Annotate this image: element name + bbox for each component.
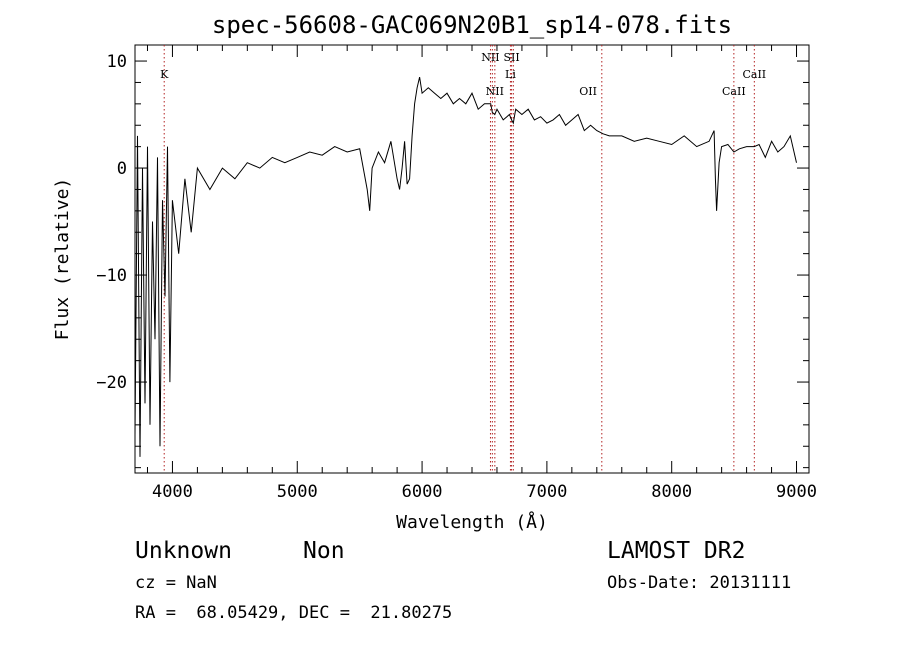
y-tick-label: 10: [107, 52, 127, 72]
survey-name: LAMOST DR2: [607, 538, 746, 564]
line-annotation-label: OII: [579, 85, 597, 98]
y-tick-label: −20: [96, 373, 127, 393]
object-subclass: Non: [303, 538, 345, 564]
x-tick-label: 6000: [402, 482, 443, 502]
x-axis-label: Wavelength (Å): [396, 511, 548, 533]
object-class: Unknown: [135, 538, 232, 564]
line-annotations: K NII NII SII Li OII CaII CaII: [160, 51, 766, 98]
line-annotation-label: SII: [503, 51, 519, 64]
line-annotation-label: CaII: [722, 85, 746, 98]
plot-frame: [134, 44, 810, 474]
x-tick-label: 8000: [651, 482, 692, 502]
x-tick-label: 4000: [152, 482, 193, 502]
y-tick-label: 0: [117, 159, 127, 179]
obs-date: Obs-Date: 20131111: [607, 573, 792, 593]
y-axis: 10 0 −10 −20: [96, 52, 809, 469]
line-annotation-label: Li: [505, 68, 516, 81]
x-tick-label: 9000: [776, 482, 817, 502]
x-tick-label: 5000: [277, 482, 318, 502]
coordinates: RA = 68.05429, DEC = 21.80275: [135, 603, 453, 623]
line-annotation-label: K: [160, 68, 169, 81]
line-annotation-label: NII: [486, 85, 504, 98]
line-annotation-label: CaII: [742, 68, 766, 81]
x-tick-label: 7000: [526, 482, 567, 502]
emission-line-markers: [163, 45, 755, 473]
y-axis-label: Flux (relative): [52, 178, 73, 341]
x-axis: 4000 5000 6000 7000 8000 9000: [146, 45, 817, 502]
line-annotation-label: NII: [481, 51, 499, 64]
chart-title: spec-56608-GAC069N20B1_sp14-078.fits: [212, 11, 732, 39]
redshift-cz: cz = NaN: [135, 573, 217, 593]
y-tick-label: −10: [96, 266, 127, 286]
spectrum-line: [134, 76, 797, 457]
